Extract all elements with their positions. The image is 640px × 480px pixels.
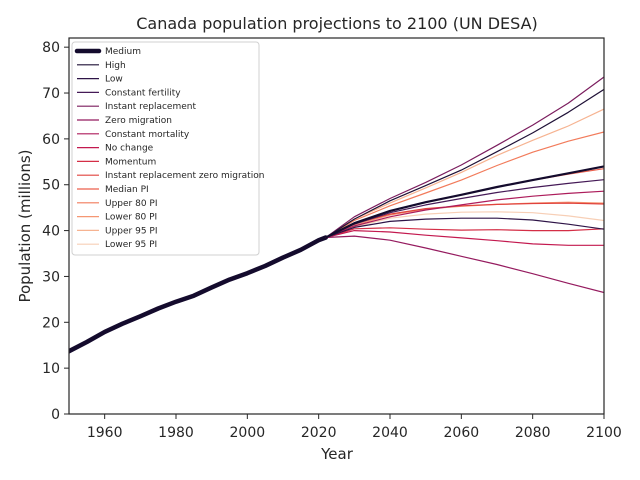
series-line-constant-fertility [325,179,604,239]
legend-label: Instant replacement zero migration [105,171,264,181]
series-line-no-change [325,230,604,246]
y-tick-label: 30 [42,269,60,285]
plot-frame [68,37,605,415]
x-tick-label: 1960 [87,425,123,441]
legend-label: High [105,61,126,71]
legend-label: Momentum [105,157,156,167]
x-tick-label: 2100 [586,425,622,441]
x-tick-label: 1980 [158,425,194,441]
legend-label: Zero migration [105,116,172,126]
x-tick-label: 2000 [230,425,266,441]
y-tick-label: 20 [42,315,60,331]
legend-label: Lower 80 PI [105,213,157,223]
x-tick-label: 2020 [301,425,337,441]
legend-label: Upper 80 PI [105,199,158,209]
legend: Medium High Low Constant fertility Instant r… [71,41,264,256]
legend-label: Constant fertility [105,88,181,98]
legend-label: Lower 95 PI [105,240,157,250]
y-tick-label: 0 [51,407,60,423]
legend-frame [71,41,260,256]
y-tick-label: 70 [42,86,60,102]
y-axis-label: Population (millions) [16,149,34,302]
legend-label: Medium [105,47,141,57]
x-tick-label: 2040 [372,425,408,441]
x-tick-label: 2080 [515,425,551,441]
series-line-upper-80-pi [325,131,604,239]
y-tick-label: 10 [42,361,60,377]
legend-label: Instant replacement [105,102,196,112]
series-line-zero-migration [325,235,604,294]
y-tick-label: 80 [42,40,60,56]
y-tick-label: 60 [42,132,60,148]
legend-label: No change [105,144,154,154]
y-tick-label: 40 [42,224,60,240]
plot-area [68,37,605,415]
series-line-medium [325,165,604,239]
series-lines [69,76,604,354]
series-line-lower-95-pi [325,211,604,239]
legend-label: Low [105,75,123,85]
series-line-instant-replacement [325,76,604,238]
series-line-low [325,217,604,239]
y-tick-label: 50 [42,178,60,194]
x-axis-label: Year [320,445,354,463]
chart-title: Canada population projections to 2100 (U… [136,14,538,33]
series-line-momentum [325,227,604,239]
legend-label: Median PI [105,185,149,195]
series-line-upper-95-pi [325,108,604,239]
axis-ticks: 1960 1980 2000 2020 2040 2060 2080 2100 0 10 20 30 4… [42,40,622,441]
legend-label: Upper 95 PI [105,226,158,236]
series-line-historical [69,235,329,354]
series-line-constant-mortality [325,190,604,239]
series-line-high [325,88,604,239]
legend-label: Constant mortality [105,130,190,140]
x-tick-label: 2060 [444,425,480,441]
